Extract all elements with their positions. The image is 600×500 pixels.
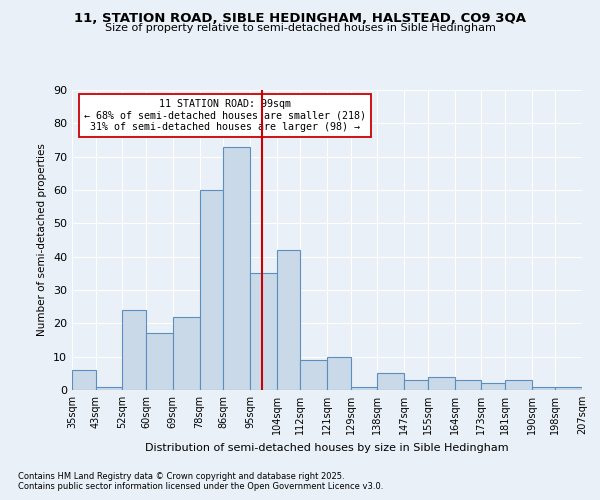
Bar — [146, 334, 173, 390]
Bar — [327, 356, 351, 390]
Bar — [223, 146, 250, 390]
Bar — [277, 250, 301, 390]
Bar — [556, 386, 582, 390]
Bar — [122, 310, 146, 390]
Bar — [351, 386, 377, 390]
Bar — [481, 384, 505, 390]
Bar — [301, 360, 327, 390]
Text: Size of property relative to semi-detached houses in Sible Hedingham: Size of property relative to semi-detach… — [104, 23, 496, 33]
Y-axis label: Number of semi-detached properties: Number of semi-detached properties — [37, 144, 47, 336]
Bar — [173, 316, 199, 390]
Text: Contains HM Land Registry data © Crown copyright and database right 2025.: Contains HM Land Registry data © Crown c… — [18, 472, 344, 481]
Text: 11 STATION ROAD: 99sqm
← 68% of semi-detached houses are smaller (218)
31% of se: 11 STATION ROAD: 99sqm ← 68% of semi-det… — [84, 99, 366, 132]
Bar — [199, 190, 223, 390]
Bar — [404, 380, 428, 390]
Bar — [250, 274, 277, 390]
X-axis label: Distribution of semi-detached houses by size in Sible Hedingham: Distribution of semi-detached houses by … — [145, 442, 509, 452]
Bar — [96, 386, 122, 390]
Bar — [505, 380, 532, 390]
Bar — [455, 380, 481, 390]
Text: Contains public sector information licensed under the Open Government Licence v3: Contains public sector information licen… — [18, 482, 383, 491]
Bar — [377, 374, 404, 390]
Text: 11, STATION ROAD, SIBLE HEDINGHAM, HALSTEAD, CO9 3QA: 11, STATION ROAD, SIBLE HEDINGHAM, HALST… — [74, 12, 526, 26]
Bar — [532, 386, 556, 390]
Bar — [72, 370, 96, 390]
Bar — [428, 376, 455, 390]
